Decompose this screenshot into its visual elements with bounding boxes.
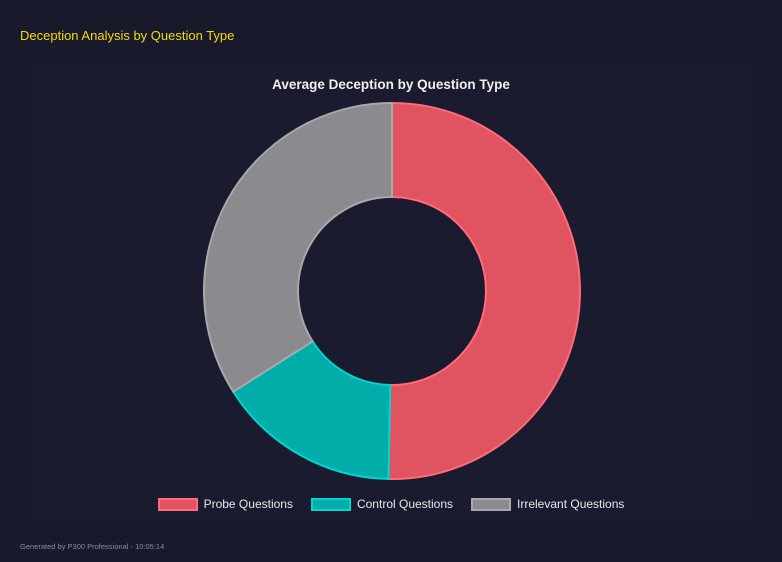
- legend-label: Probe Questions: [203, 497, 293, 511]
- slice-irrelevant[interactable]: [203, 101, 393, 394]
- chart-title: Average Deception by Question Type: [272, 77, 510, 92]
- footer-text: Generated by P300 Professional - 10:05:1…: [20, 542, 165, 551]
- chart-legend: Probe Questions Control Questions Irrele…: [0, 497, 782, 511]
- legend-swatch: [157, 497, 198, 511]
- page-heading: Deception Analysis by Question Type: [20, 28, 235, 43]
- legend-label: Irrelevant Questions: [517, 497, 625, 511]
- slice-control[interactable]: [231, 339, 392, 480]
- legend-swatch: [310, 497, 351, 511]
- legend-swatch: [471, 497, 512, 511]
- legend-item-irrelevant[interactable]: Irrelevant Questions: [471, 497, 624, 511]
- legend-item-control[interactable]: Control Questions: [310, 497, 454, 511]
- slice-probe[interactable]: [387, 101, 581, 480]
- legend-label: Control Questions: [356, 497, 454, 511]
- legend-item-probe[interactable]: Probe Questions: [157, 497, 293, 511]
